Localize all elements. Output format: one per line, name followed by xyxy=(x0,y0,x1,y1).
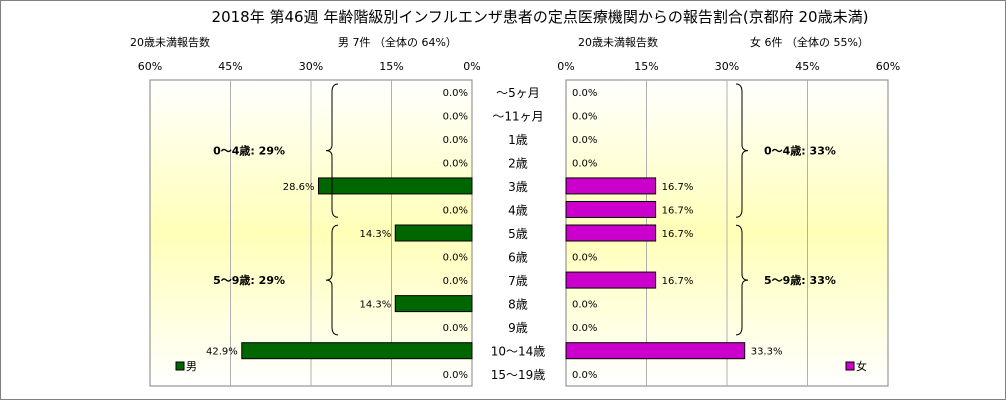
female-value-label: 0.0% xyxy=(572,253,597,264)
male-count-label: 20歳未満報告数 xyxy=(130,36,210,49)
female-bar xyxy=(565,271,657,289)
male-bracket xyxy=(325,83,339,218)
male-bracket xyxy=(325,224,339,336)
category-label: 7歳 xyxy=(508,274,528,288)
male-value-label: 42.9% xyxy=(206,347,238,358)
chart-title: 2018年 第46週 年齢階級別インフルエンザ患者の定点医療機関からの報告割合(… xyxy=(212,8,869,26)
male-value-label: 14.3% xyxy=(359,300,391,311)
male-value-label: 14.3% xyxy=(359,229,391,240)
category-label: 4歳 xyxy=(508,203,528,217)
male-value-label: 0.0% xyxy=(443,253,468,264)
female-value-label: 16.7% xyxy=(662,205,694,216)
male-legend-swatch xyxy=(175,361,185,371)
female-count-label: 20歳未満報告数 xyxy=(578,36,658,49)
female-bracket-label: 0～4歳: 33% xyxy=(764,144,836,158)
female-bar xyxy=(565,342,746,360)
male-tick-label: 15% xyxy=(379,60,403,73)
male-bar xyxy=(394,295,473,313)
male-bracket-label: 5～9歳: 29% xyxy=(213,273,285,287)
category-label: 5歳 xyxy=(508,227,528,241)
category-label: 2歳 xyxy=(508,156,528,170)
female-value-label: 16.7% xyxy=(662,276,694,287)
category-label: 15～19歳 xyxy=(491,368,546,382)
male-bar xyxy=(394,224,473,242)
category-label: 3歳 xyxy=(508,180,528,194)
female-value-label: 0.0% xyxy=(572,111,597,122)
female-legend-label: 女 xyxy=(856,359,867,373)
female-bracket xyxy=(735,224,749,336)
male-value-label: 0.0% xyxy=(443,323,468,334)
female-value-label: 0.0% xyxy=(572,370,597,381)
female-summary-label: 女 6件 （全体の 55%） xyxy=(750,35,869,49)
female-value-label: 0.0% xyxy=(572,158,597,169)
category-label: ～5ヶ月 xyxy=(496,86,540,100)
chart-marks: 60% 45% 30% 15% 0% 0.0% 0.0% 0.0% 0.0% 28.6% 0.0% 1… xyxy=(138,60,900,386)
male-bar xyxy=(318,177,473,195)
male-value-label: 0.0% xyxy=(443,88,468,99)
female-bracket-label: 5～9歳: 33% xyxy=(764,273,836,287)
female-tick-label: 60% xyxy=(876,60,900,73)
male-tick-label: 30% xyxy=(299,60,323,73)
female-value-label: 0.0% xyxy=(572,135,597,146)
category-label: 6歳 xyxy=(508,251,528,265)
male-tick-label: 60% xyxy=(138,60,162,73)
female-tick-label: 45% xyxy=(795,60,819,73)
category-label: 8歳 xyxy=(508,298,528,312)
female-bar xyxy=(565,224,657,242)
category-label: ～11ヶ月 xyxy=(492,109,543,123)
male-value-label: 0.0% xyxy=(443,158,468,169)
female-tick-label: 30% xyxy=(715,60,739,73)
male-legend-label: 男 xyxy=(186,360,197,373)
male-bar xyxy=(241,342,473,360)
male-value-label: 0.0% xyxy=(443,370,468,381)
female-bar xyxy=(565,200,657,218)
male-value-label: 0.0% xyxy=(443,205,468,216)
female-value-label: 16.7% xyxy=(662,229,694,240)
female-tick-label: 15% xyxy=(634,60,658,73)
male-value-label: 28.6% xyxy=(283,182,315,193)
female-bar xyxy=(565,177,657,195)
female-value-label: 33.3% xyxy=(751,347,783,358)
female-value-label: 0.0% xyxy=(572,88,597,99)
male-value-label: 0.0% xyxy=(443,135,468,146)
female-bracket xyxy=(735,83,749,218)
category-label: 10～14歳 xyxy=(491,345,546,359)
male-summary-label: 男 7件 （全体の 64%） xyxy=(338,35,457,49)
female-legend-swatch xyxy=(845,361,855,371)
female-tick-label: 0% xyxy=(557,60,574,73)
male-bracket-label: 0～4歳: 29% xyxy=(213,144,285,158)
female-value-label: 0.0% xyxy=(572,323,597,334)
male-tick-label: 0% xyxy=(463,60,480,73)
male-value-label: 0.0% xyxy=(443,111,468,122)
male-tick-label: 45% xyxy=(218,60,242,73)
male-value-label: 0.0% xyxy=(443,276,468,287)
category-label: 1歳 xyxy=(508,133,528,147)
female-value-label: 16.7% xyxy=(662,182,694,193)
category-label: 9歳 xyxy=(508,321,528,335)
female-value-label: 0.0% xyxy=(572,300,597,311)
